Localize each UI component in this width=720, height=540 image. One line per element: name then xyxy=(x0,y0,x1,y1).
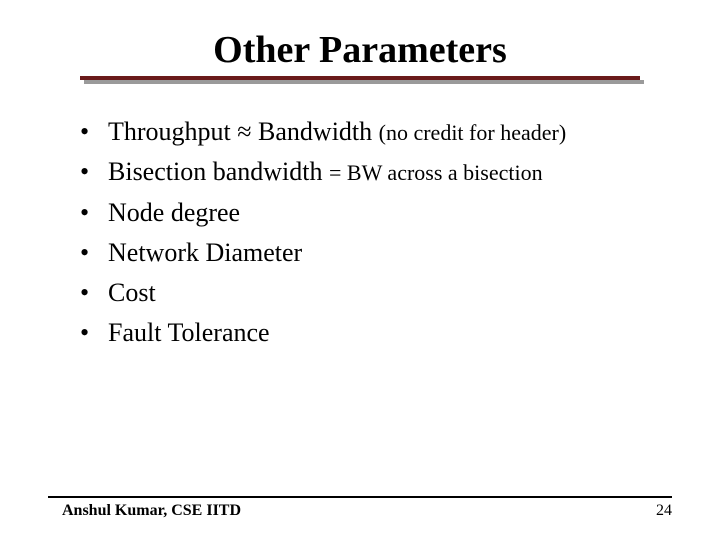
bullet-icon: • xyxy=(80,233,108,273)
bullet-main: Throughput ≈ Bandwidth xyxy=(108,117,379,146)
title-underline xyxy=(80,76,640,84)
bullet-main: Network Diameter xyxy=(108,238,302,267)
bullet-text: Fault Tolerance xyxy=(108,313,680,353)
bullet-note: (no credit for header) xyxy=(379,120,567,145)
footer-row: Anshul Kumar, CSE IITD 24 xyxy=(48,502,672,520)
slide: Other Parameters • Throughput ≈ Bandwidt… xyxy=(0,0,720,540)
list-item: • Node degree xyxy=(80,193,680,233)
bullet-icon: • xyxy=(80,273,108,313)
footer-page-number: 24 xyxy=(656,502,672,520)
list-item: • Cost xyxy=(80,273,680,313)
slide-title: Other Parameters xyxy=(40,28,680,72)
title-underline-bar xyxy=(80,76,640,80)
bullet-list: • Throughput ≈ Bandwidth (no credit for … xyxy=(80,112,680,354)
bullet-text: Node degree xyxy=(108,193,680,233)
slide-footer: Anshul Kumar, CSE IITD 24 xyxy=(0,496,720,520)
bullet-main: Bisection bandwidth xyxy=(108,157,329,186)
footer-rule xyxy=(48,496,672,498)
list-item: • Bisection bandwidth = BW across a bise… xyxy=(80,152,680,192)
bullet-text: Bisection bandwidth = BW across a bisect… xyxy=(108,152,680,192)
list-item: • Network Diameter xyxy=(80,233,680,273)
title-underline-shadow xyxy=(84,80,644,84)
bullet-icon: • xyxy=(80,193,108,233)
list-item: • Throughput ≈ Bandwidth (no credit for … xyxy=(80,112,680,152)
bullet-note: = BW across a bisection xyxy=(329,160,543,185)
footer-author: Anshul Kumar, CSE IITD xyxy=(48,502,241,520)
bullet-text: Cost xyxy=(108,273,680,313)
bullet-main: Cost xyxy=(108,278,156,307)
bullet-icon: • xyxy=(80,112,108,152)
bullet-main: Fault Tolerance xyxy=(108,318,270,347)
bullet-text: Network Diameter xyxy=(108,233,680,273)
bullet-text: Throughput ≈ Bandwidth (no credit for he… xyxy=(108,112,680,152)
bullet-icon: • xyxy=(80,313,108,353)
list-item: • Fault Tolerance xyxy=(80,313,680,353)
bullet-icon: • xyxy=(80,152,108,192)
bullet-main: Node degree xyxy=(108,198,240,227)
